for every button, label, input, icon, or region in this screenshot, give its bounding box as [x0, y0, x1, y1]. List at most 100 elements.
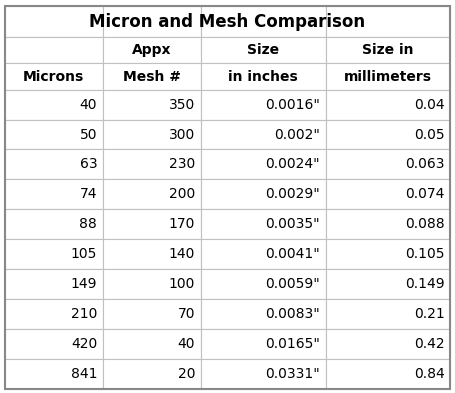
Text: 200: 200: [169, 187, 195, 201]
Text: 230: 230: [169, 158, 195, 171]
Bar: [201, 119, 326, 149]
Bar: [5, 269, 103, 299]
Bar: [326, 209, 450, 239]
Bar: [201, 239, 326, 269]
Bar: [326, 359, 450, 389]
Bar: [326, 239, 450, 269]
Text: 0.149: 0.149: [405, 277, 445, 291]
Text: 0.105: 0.105: [405, 247, 445, 261]
Bar: [326, 180, 450, 209]
Bar: [103, 299, 201, 329]
Bar: [103, 149, 201, 180]
Bar: [201, 359, 326, 389]
Bar: [201, 90, 326, 119]
Text: 0.088: 0.088: [405, 217, 445, 231]
Bar: [326, 90, 450, 119]
Text: 0.0165": 0.0165": [265, 337, 320, 351]
Bar: [201, 209, 326, 239]
Bar: [5, 299, 103, 329]
Text: 70: 70: [178, 307, 195, 321]
Bar: [326, 6, 450, 37]
Text: 50: 50: [80, 127, 97, 141]
Bar: [5, 239, 103, 269]
Bar: [5, 64, 103, 90]
Bar: [201, 64, 326, 90]
Text: 0.05: 0.05: [415, 127, 445, 141]
Text: 100: 100: [169, 277, 195, 291]
Text: 88: 88: [80, 217, 97, 231]
Text: 149: 149: [71, 277, 97, 291]
Bar: [5, 149, 103, 180]
Bar: [5, 359, 103, 389]
Bar: [201, 329, 326, 359]
Bar: [201, 299, 326, 329]
Bar: [326, 119, 450, 149]
Bar: [5, 209, 103, 239]
Bar: [201, 269, 326, 299]
Bar: [326, 269, 450, 299]
Bar: [201, 6, 326, 37]
Text: 300: 300: [169, 127, 195, 141]
Text: 0.0083": 0.0083": [265, 307, 320, 321]
Text: 841: 841: [71, 367, 97, 381]
Text: 140: 140: [169, 247, 195, 261]
Text: 0.84: 0.84: [414, 367, 445, 381]
Text: Appx: Appx: [132, 44, 172, 57]
Text: Microns: Microns: [23, 70, 84, 84]
Bar: [326, 299, 450, 329]
Bar: [5, 6, 103, 37]
Bar: [326, 329, 450, 359]
Text: 0.063: 0.063: [405, 158, 445, 171]
Text: 20: 20: [178, 367, 195, 381]
Bar: [103, 37, 201, 64]
Text: 0.0331": 0.0331": [265, 367, 320, 381]
Bar: [103, 180, 201, 209]
Text: millimeters: millimeters: [344, 70, 432, 84]
Text: Mesh #: Mesh #: [123, 70, 181, 84]
Text: 350: 350: [169, 97, 195, 112]
Text: 0.002": 0.002": [274, 127, 320, 141]
Text: 420: 420: [71, 337, 97, 351]
Text: 105: 105: [71, 247, 97, 261]
Bar: [103, 209, 201, 239]
Text: 0.42: 0.42: [415, 337, 445, 351]
Text: 0.04: 0.04: [415, 97, 445, 112]
Text: in inches: in inches: [228, 70, 298, 84]
Text: 40: 40: [178, 337, 195, 351]
Bar: [103, 6, 201, 37]
Text: 0.0016": 0.0016": [265, 97, 320, 112]
Text: 0.074: 0.074: [405, 187, 445, 201]
Bar: [5, 180, 103, 209]
Bar: [5, 37, 103, 64]
Text: Size: Size: [247, 44, 279, 57]
Text: 170: 170: [169, 217, 195, 231]
Bar: [5, 329, 103, 359]
Text: 0.21: 0.21: [414, 307, 445, 321]
Text: Micron and Mesh Comparison: Micron and Mesh Comparison: [90, 13, 365, 31]
Bar: [5, 90, 103, 119]
Bar: [326, 149, 450, 180]
Bar: [201, 37, 326, 64]
Text: 74: 74: [80, 187, 97, 201]
Bar: [103, 269, 201, 299]
Text: 0.0029": 0.0029": [265, 187, 320, 201]
Bar: [103, 90, 201, 119]
Text: 0.0035": 0.0035": [266, 217, 320, 231]
Text: 40: 40: [80, 97, 97, 112]
Text: 63: 63: [80, 158, 97, 171]
Bar: [201, 180, 326, 209]
Bar: [326, 37, 450, 64]
Bar: [326, 64, 450, 90]
Bar: [103, 119, 201, 149]
Text: Size in: Size in: [362, 44, 414, 57]
Text: 0.0059": 0.0059": [265, 277, 320, 291]
Bar: [103, 239, 201, 269]
Bar: [201, 149, 326, 180]
Bar: [103, 64, 201, 90]
Text: 210: 210: [71, 307, 97, 321]
Bar: [103, 359, 201, 389]
Text: 0.0024": 0.0024": [266, 158, 320, 171]
Bar: [103, 329, 201, 359]
Bar: [5, 119, 103, 149]
Text: 0.0041": 0.0041": [265, 247, 320, 261]
